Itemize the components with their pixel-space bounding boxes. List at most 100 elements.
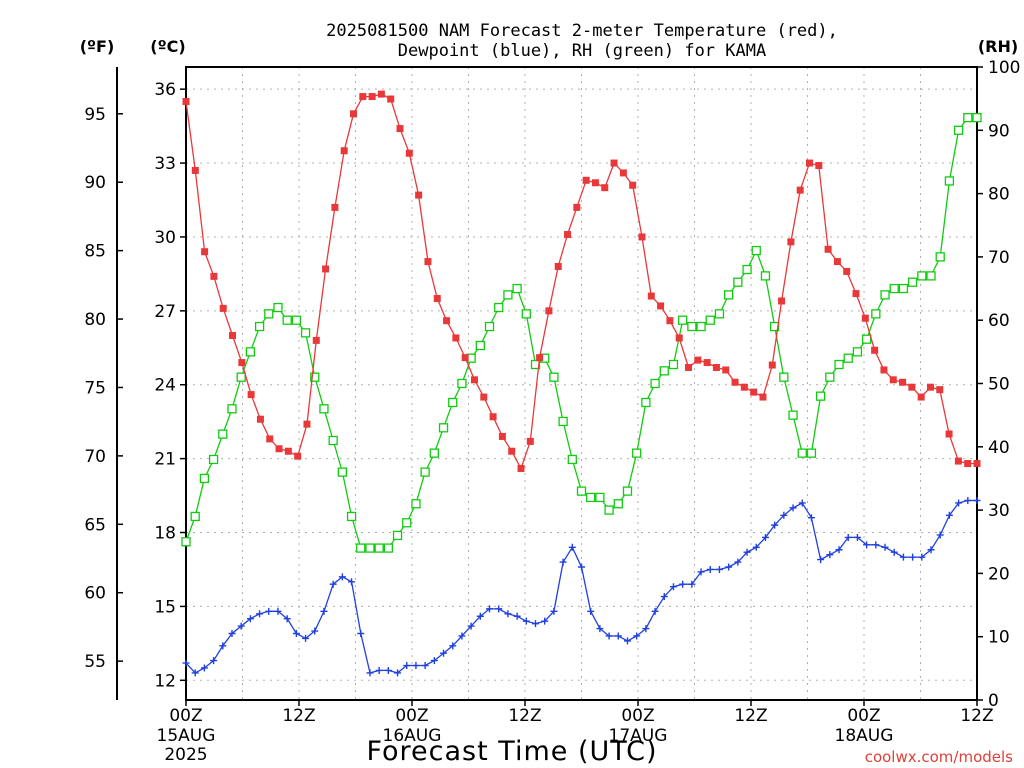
rh-point — [475, 340, 485, 351]
temperature-point — [275, 445, 283, 453]
rh-point — [457, 378, 467, 389]
rh-point — [843, 353, 853, 363]
temperature-point — [443, 317, 451, 325]
temperature-point — [331, 203, 339, 211]
dewpoint-point — [853, 533, 861, 541]
rh-tick-label: 0 — [988, 691, 999, 711]
fahrenheit-tick-label: 90 — [84, 173, 106, 193]
dewpoint-point — [642, 625, 650, 633]
date-tick-label: 17AUG — [609, 726, 668, 746]
temperature-point — [517, 464, 525, 472]
rh-point — [935, 252, 945, 262]
rh-point — [484, 321, 495, 332]
rh-tick-label: 10 — [988, 628, 1010, 648]
rh-point — [558, 416, 568, 427]
dewpoint-point — [256, 610, 264, 618]
rh-point — [273, 302, 283, 313]
rh-point — [834, 359, 844, 370]
temperature-point — [787, 238, 795, 246]
temperature-point — [368, 93, 376, 101]
dewpoint-point — [476, 612, 484, 620]
temperature-point — [973, 460, 981, 468]
dewpoint-point — [706, 565, 714, 573]
temperature-point — [340, 147, 348, 155]
temperature-point — [815, 162, 823, 170]
dewpoint-point — [210, 657, 218, 665]
dewpoint-point — [486, 605, 494, 613]
rh-point — [880, 290, 890, 300]
dewpoint-point — [890, 548, 898, 556]
date-tick-label: 15AUG — [157, 726, 216, 746]
fahrenheit-tick-label: 85 — [84, 242, 106, 262]
dewpoint-point — [246, 615, 254, 623]
dewpoint-point — [329, 580, 337, 588]
celsius-tick-label: 12 — [154, 671, 176, 691]
dewpoint-point — [789, 504, 797, 512]
rh-point — [365, 543, 375, 553]
dewpoint-point — [578, 563, 585, 571]
rh-point — [512, 283, 522, 294]
dewpoint-point — [945, 511, 953, 519]
temperature-point — [182, 97, 190, 105]
fahrenheit-tick-label: 75 — [84, 378, 106, 398]
rh-point — [282, 315, 292, 325]
dewpoint-point — [955, 499, 963, 507]
rh-point — [218, 429, 228, 439]
dewpoint-point — [614, 632, 622, 640]
dewpoint-point — [596, 625, 604, 633]
dewpoint-point — [274, 607, 282, 615]
temperature-point — [694, 356, 702, 364]
temperature-point — [536, 354, 544, 362]
dewpoint-point — [219, 642, 227, 650]
temperature-point — [554, 263, 562, 271]
rh-point — [898, 283, 909, 294]
time-tick-label: 12Z — [282, 706, 315, 726]
rh-point — [429, 448, 439, 458]
dewpoint-point — [918, 553, 926, 561]
date-tick-label: 16AUG — [383, 726, 442, 746]
temperature-point — [861, 314, 869, 322]
dewpoint-point — [807, 514, 815, 522]
dewpoint-point — [283, 615, 291, 623]
rh-point — [613, 499, 623, 509]
time-tick-label: 12Z — [960, 706, 993, 726]
fahrenheit-unit-label: (ºF) — [80, 37, 115, 56]
temperature-point — [191, 166, 199, 174]
temperature-point — [778, 297, 786, 305]
rh-point — [889, 283, 899, 294]
celsius-tick-label: 36 — [154, 80, 176, 100]
rh-point — [705, 315, 715, 325]
dewpoint-point — [237, 622, 245, 630]
fahrenheit-tick-label: 55 — [84, 652, 106, 672]
temperature-point — [722, 366, 730, 374]
temperature-point — [322, 265, 330, 273]
dewpoint-point — [440, 649, 448, 657]
temperature-point — [871, 346, 879, 354]
rh-tick-label: 50 — [988, 375, 1010, 395]
dewpoint-point — [559, 558, 567, 566]
rh-point — [779, 372, 789, 382]
rh-point — [806, 448, 817, 458]
dewpoint-point — [302, 634, 310, 642]
time-tick-label: 00Z — [847, 706, 880, 726]
dewpoint-point — [292, 629, 300, 637]
dewpoint-point — [973, 496, 981, 504]
temperature-point — [591, 179, 599, 187]
temperature-point — [238, 359, 246, 367]
rh-point — [190, 511, 200, 522]
dewpoint-point — [715, 565, 723, 573]
dewpoint-point — [688, 580, 696, 588]
temperature-point — [387, 95, 395, 103]
rh-tick-label: 90 — [988, 121, 1010, 141]
dewpoint-point — [513, 612, 521, 620]
fahrenheit-axis: 55 60 65 70 75 80 85 90 95 — [84, 105, 123, 672]
fahrenheit-tick-label: 70 — [84, 447, 106, 467]
temperature-point — [601, 184, 609, 192]
dewpoint-point — [568, 543, 576, 551]
temperature-point — [805, 159, 813, 167]
rh-point — [696, 321, 706, 332]
temperature-point — [489, 413, 497, 421]
fahrenheit-tick-label: 95 — [84, 105, 106, 125]
temperature-point — [685, 363, 693, 371]
dewpoint-point — [357, 629, 365, 637]
